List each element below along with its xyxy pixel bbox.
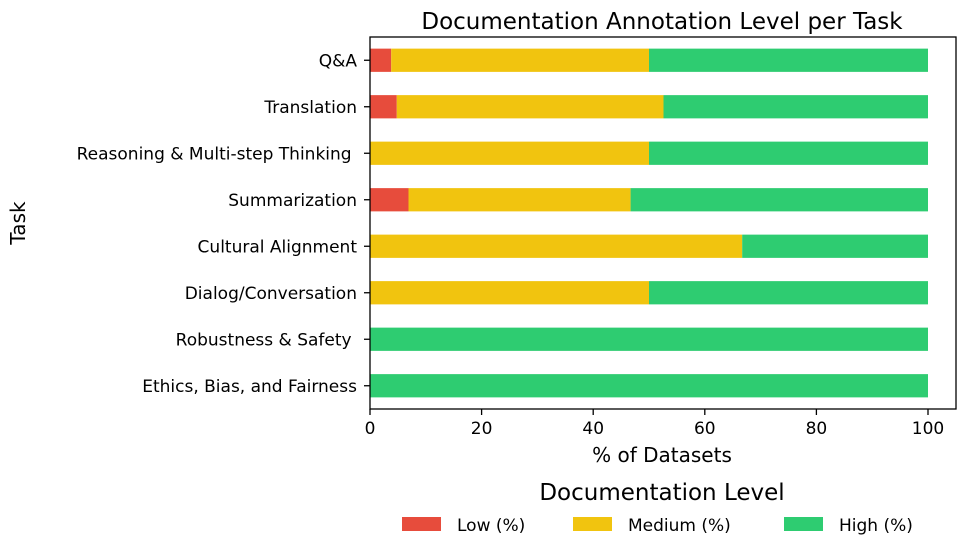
plot-frame xyxy=(369,36,957,410)
bar-segment xyxy=(396,95,664,119)
x-axis-ticks: 0 20 40 60 80 100 xyxy=(365,409,944,439)
legend-swatch xyxy=(784,517,823,531)
bar-segment xyxy=(370,141,649,165)
x-tick-label: 0 xyxy=(365,419,376,439)
bar-segment xyxy=(370,188,409,212)
y-tick-label: Reasoning & Multi-step Thinking xyxy=(77,144,357,164)
bar-segment xyxy=(370,281,649,305)
y-tick-label: Robustness & Safety xyxy=(176,330,357,350)
y-axis-label: Task xyxy=(6,201,30,246)
legend-swatch xyxy=(402,517,441,531)
y-tick-label: Dialog/Conversation xyxy=(185,284,357,304)
legend-label: Medium (%) xyxy=(628,516,731,536)
y-tick-label: Cultural Alignment xyxy=(198,237,358,257)
bar-segment xyxy=(408,188,631,212)
y-tick-label: Summarization xyxy=(228,191,357,211)
x-axis-label: % of Datasets xyxy=(592,443,732,467)
bar-segment xyxy=(663,95,928,119)
bar-segment xyxy=(370,48,392,72)
bar-segment xyxy=(370,234,743,258)
chart-title: Documentation Annotation Level per Task xyxy=(421,9,903,35)
bar-segment xyxy=(649,141,928,165)
bar-segment xyxy=(391,48,649,72)
x-tick-label: 40 xyxy=(582,419,604,439)
y-tick-label: Ethics, Bias, and Fairness xyxy=(142,377,357,397)
bars-group xyxy=(370,48,928,398)
y-tick-label: Translation xyxy=(263,98,357,118)
bar-segment xyxy=(742,234,928,258)
y-axis-ticks: Q&A Translation Reasoning & Multi-step Thi… xyxy=(77,51,370,397)
bar-segment xyxy=(649,281,928,305)
x-tick-label: 80 xyxy=(806,419,828,439)
bar-segment xyxy=(649,48,928,72)
bar-segment xyxy=(630,188,928,212)
x-tick-label: 20 xyxy=(471,419,493,439)
legend: Low (%) Medium (%) High (%) xyxy=(402,516,913,536)
bar-segment xyxy=(370,374,928,398)
x-tick-label: 100 xyxy=(912,419,944,439)
legend-label: High (%) xyxy=(839,516,913,536)
legend-title: Documentation Level xyxy=(539,480,784,506)
legend-label: Low (%) xyxy=(457,516,525,536)
y-tick-label: Q&A xyxy=(319,51,358,71)
bar-segment xyxy=(370,327,928,351)
x-tick-label: 60 xyxy=(694,419,716,439)
bar-segment xyxy=(370,95,397,119)
legend-swatch xyxy=(573,517,612,531)
